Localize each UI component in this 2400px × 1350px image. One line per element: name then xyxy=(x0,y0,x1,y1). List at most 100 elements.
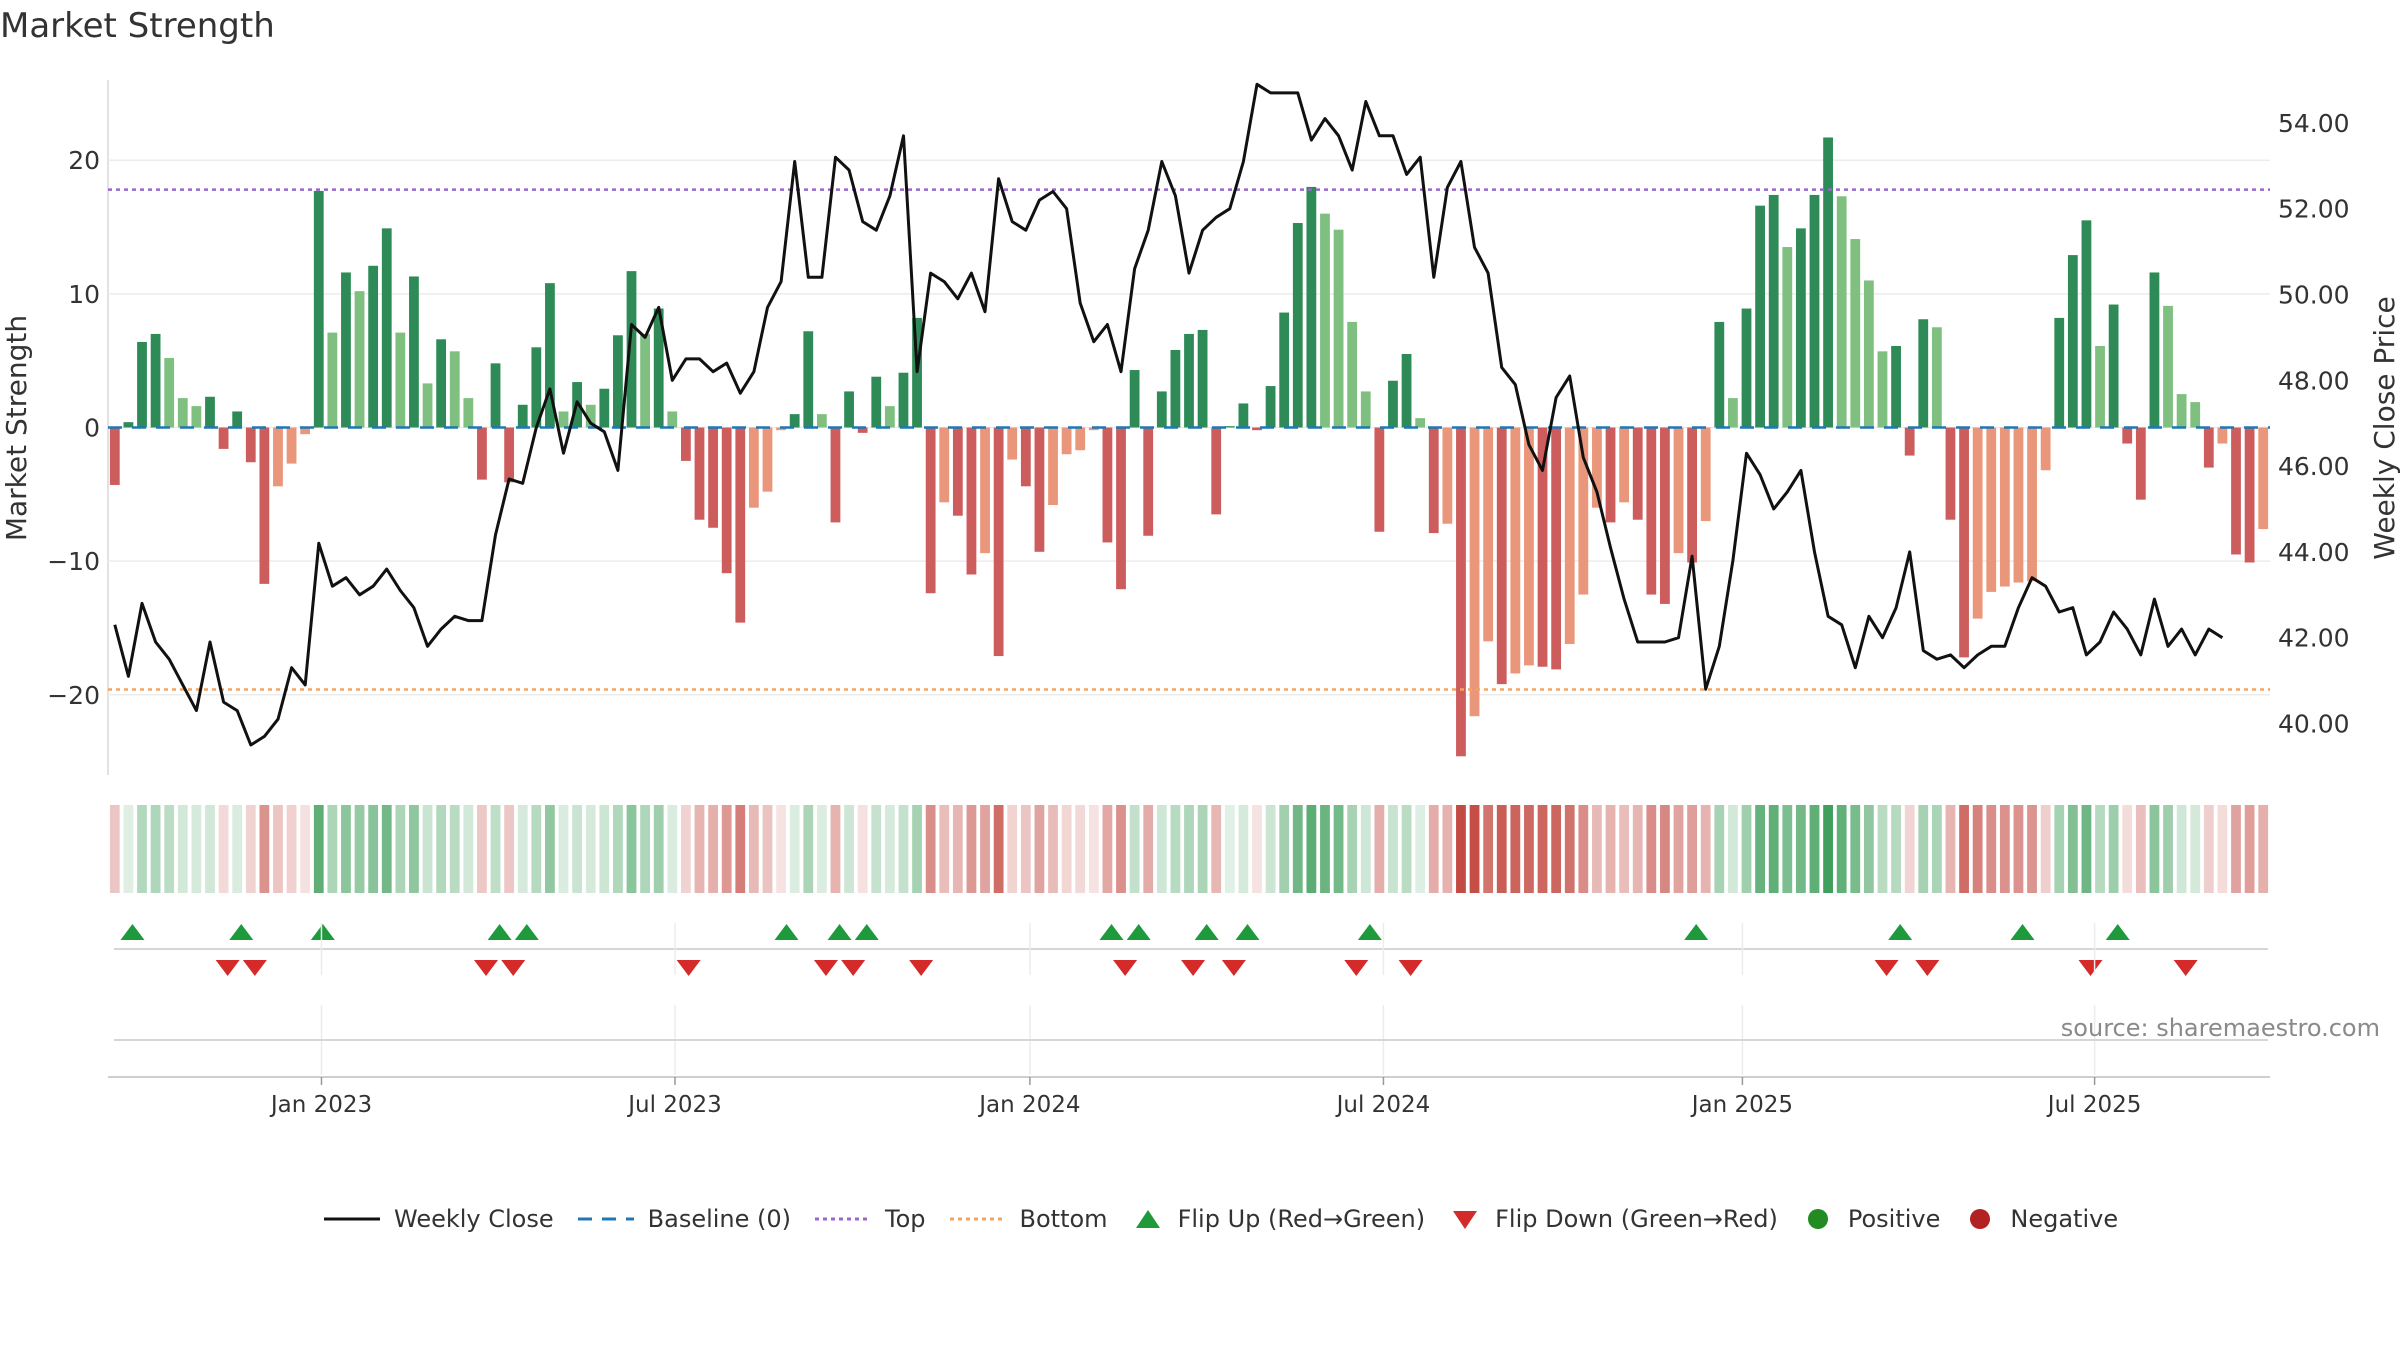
heat-cell xyxy=(1972,805,1983,893)
heat-cell xyxy=(1075,805,1086,893)
heat-cell xyxy=(327,805,338,893)
strength-bar xyxy=(2176,394,2187,428)
strength-bar xyxy=(1374,427,1385,532)
heat-cell xyxy=(667,805,678,893)
strength-bar xyxy=(381,228,392,428)
heat-cell xyxy=(2054,805,2065,893)
strength-bar xyxy=(1143,427,1154,536)
strength-bar xyxy=(558,411,569,428)
strength-bar xyxy=(1972,427,1983,619)
strength-bar xyxy=(1224,426,1235,428)
strength-bar xyxy=(1728,398,1738,428)
heat-cell xyxy=(2040,805,2051,893)
strength-bar xyxy=(2122,427,2133,444)
strength-bar xyxy=(694,427,705,520)
flip-down-marker xyxy=(474,960,499,976)
strength-bar xyxy=(708,427,718,528)
legend-dotted-purple-icon xyxy=(815,1217,872,1221)
strength-bar xyxy=(395,332,406,428)
strength-bar xyxy=(1999,427,2010,587)
strength-bar xyxy=(1904,427,1915,456)
strength-bar xyxy=(286,427,297,464)
legend-weekly-close-label: Weekly Close xyxy=(394,1205,554,1233)
y-left-tick-label: −10 xyxy=(47,547,100,576)
legend: Weekly Close Baseline (0) Top Bottom Fli… xyxy=(322,1205,2140,1233)
flip-down-marker xyxy=(676,960,701,976)
strength-bar xyxy=(1891,345,1901,428)
chart-title: Market Strength xyxy=(0,6,275,46)
heat-cell xyxy=(354,805,365,893)
strength-bar xyxy=(218,427,229,449)
legend-negative-label: Negative xyxy=(2010,1205,2119,1233)
strength-bar xyxy=(341,272,351,428)
y-right-tick-label: 50.00 xyxy=(2278,281,2350,310)
heat-cell xyxy=(1999,805,2010,893)
y-right-tick-label: 44.00 xyxy=(2278,538,2350,567)
strength-bar xyxy=(517,404,528,428)
heat-cell xyxy=(1986,805,1997,893)
strength-bar xyxy=(1564,427,1575,645)
strength-bar xyxy=(599,388,610,428)
flip-down-marker xyxy=(501,960,526,976)
x-tick-label: Jan 2025 xyxy=(1690,1092,1793,1118)
strength-bar xyxy=(1102,427,1113,543)
x-tick-label: Jul 2024 xyxy=(1335,1092,1431,1118)
y-right-tick-label: 48.00 xyxy=(2278,366,2350,395)
heat-cell xyxy=(1347,805,1358,893)
heat-cell xyxy=(803,805,814,893)
y-left-tick-label: 10 xyxy=(68,280,100,309)
heat-cell xyxy=(409,805,419,893)
strength-bar xyxy=(300,427,311,435)
source-label: source: sharemaestro.com xyxy=(2060,1014,2380,1042)
strength-bar xyxy=(2163,305,2173,428)
strength-bar xyxy=(436,339,447,428)
heat-cell xyxy=(1333,805,1344,893)
heat-cell xyxy=(558,805,569,893)
heat-cell xyxy=(531,805,542,893)
heat-cell xyxy=(1931,805,1942,893)
heat-cell xyxy=(1646,805,1657,893)
heat-cell xyxy=(1959,805,1969,893)
heat-cell xyxy=(585,805,596,893)
strength-bar xyxy=(1401,353,1412,428)
heat-cell xyxy=(2203,805,2214,893)
heat-cell xyxy=(1755,805,1765,893)
strength-bar xyxy=(871,376,882,428)
heat-cell xyxy=(599,805,610,893)
heat-cell xyxy=(1850,805,1861,893)
strength-bar xyxy=(1347,321,1358,428)
strength-bar xyxy=(1795,228,1806,428)
strength-bar xyxy=(1292,223,1303,428)
heat-cell xyxy=(2027,805,2037,893)
heat-cell xyxy=(109,805,120,893)
strength-bar xyxy=(1768,194,1779,428)
legend-dotted-orange-icon xyxy=(949,1217,1006,1221)
strength-bar xyxy=(680,427,691,461)
heat-cell xyxy=(1061,805,1072,893)
heat-cell xyxy=(762,805,773,893)
heat-cell xyxy=(925,805,936,893)
strength-bar xyxy=(1020,427,1031,487)
heat-cell xyxy=(1442,805,1453,893)
heat-cell xyxy=(1374,805,1385,893)
heat-cell xyxy=(776,805,786,893)
strength-bar xyxy=(1605,427,1616,523)
legend-dash-icon xyxy=(577,1217,634,1221)
heat-cell xyxy=(1632,805,1643,893)
heat-cell xyxy=(1252,805,1262,893)
strength-bar xyxy=(1782,247,1793,428)
strength-bar xyxy=(2027,427,2037,582)
strength-bar xyxy=(109,427,120,485)
strength-bar xyxy=(409,276,419,428)
strength-bar xyxy=(1700,427,1711,522)
flip-up-marker xyxy=(2105,924,2130,940)
strength-bar xyxy=(898,372,909,428)
heat-cell xyxy=(2258,805,2269,893)
strength-bar xyxy=(1592,427,1602,508)
heat-cell xyxy=(626,805,637,893)
heat-cell xyxy=(884,805,895,893)
heat-cell xyxy=(245,805,256,893)
heat-cell xyxy=(2081,805,2092,893)
heat-cell xyxy=(1224,805,1235,893)
strength-bar xyxy=(1714,321,1725,428)
